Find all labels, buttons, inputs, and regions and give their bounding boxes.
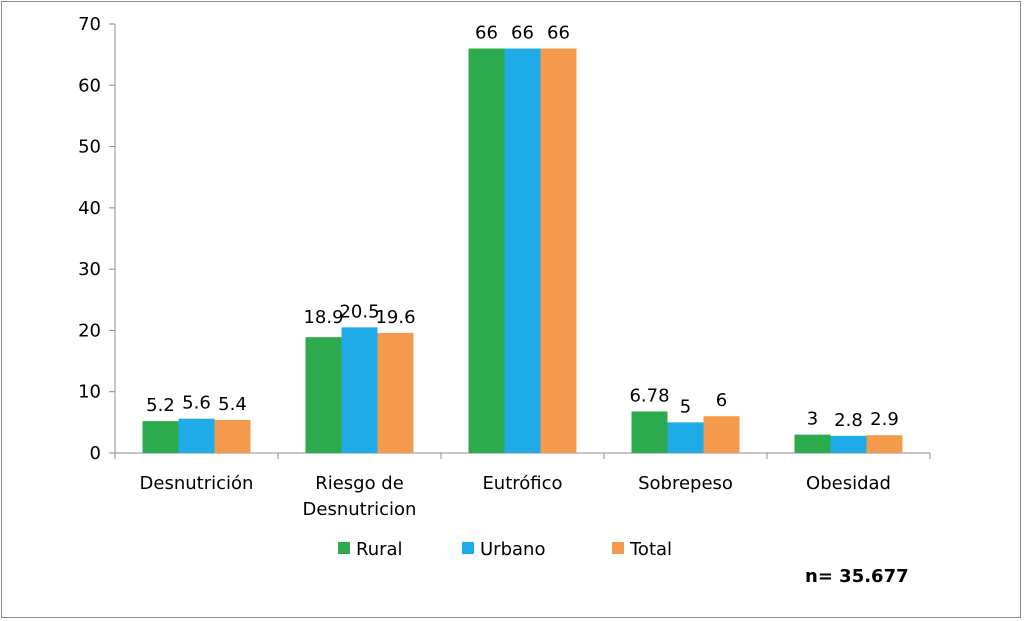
x-category-label: Desnutrición	[140, 473, 254, 494]
bar-rural	[305, 337, 342, 453]
y-tick-label: 30	[78, 259, 101, 280]
y-tick-label: 70	[78, 14, 101, 35]
data-label: 66	[475, 23, 498, 44]
data-label: 3	[807, 409, 818, 430]
bar-rural	[142, 421, 179, 453]
sample-size-note: n= 35.677	[805, 566, 909, 587]
x-category-label: Desnutricion	[303, 499, 417, 520]
legend-label-rural: Rural	[356, 539, 403, 560]
data-label: 5	[680, 396, 691, 417]
data-label: 6	[716, 390, 727, 411]
bar-urbano	[341, 327, 378, 453]
y-tick-label: 0	[90, 443, 101, 464]
data-label: 2.8	[834, 410, 863, 431]
data-label: 5.6	[182, 393, 211, 414]
y-tick-label: 20	[78, 320, 101, 341]
bar-total	[703, 416, 740, 453]
data-label: 20.5	[339, 301, 379, 322]
legend-label-total: Total	[629, 539, 672, 560]
data-label: 6.78	[629, 385, 669, 406]
x-category-label: Sobrepeso	[638, 473, 733, 494]
y-tick-label: 40	[78, 198, 101, 219]
bar-total	[540, 48, 577, 454]
bar-rural	[631, 411, 668, 453]
legend-swatch-total	[612, 542, 624, 554]
data-label: 18.9	[303, 307, 343, 328]
bar-rural	[794, 434, 831, 453]
x-category-label: Eutrófico	[482, 473, 562, 494]
data-label: 66	[511, 23, 534, 44]
bar-total	[866, 435, 903, 453]
y-tick-label: 50	[78, 137, 101, 158]
data-label: 66	[547, 23, 570, 44]
bar-urbano	[667, 422, 704, 453]
data-label: 19.6	[375, 307, 415, 328]
y-tick-label: 10	[78, 382, 101, 403]
y-tick-label: 60	[78, 75, 101, 96]
data-label: 2.9	[870, 409, 899, 430]
x-category-label: Obesidad	[806, 473, 891, 494]
bar-total	[377, 332, 414, 453]
legend-label-urbano: Urbano	[480, 539, 545, 560]
bar-rural	[468, 48, 505, 454]
bar-urbano	[504, 48, 541, 454]
bar-urbano	[830, 435, 867, 453]
x-category-label: Riesgo de	[315, 473, 404, 494]
bar-urbano	[178, 418, 215, 453]
legend-swatch-rural	[338, 542, 350, 554]
bar-total	[214, 419, 251, 453]
data-label: 5.2	[146, 395, 175, 416]
legend-swatch-urbano	[462, 542, 474, 554]
data-label: 5.4	[218, 394, 247, 415]
